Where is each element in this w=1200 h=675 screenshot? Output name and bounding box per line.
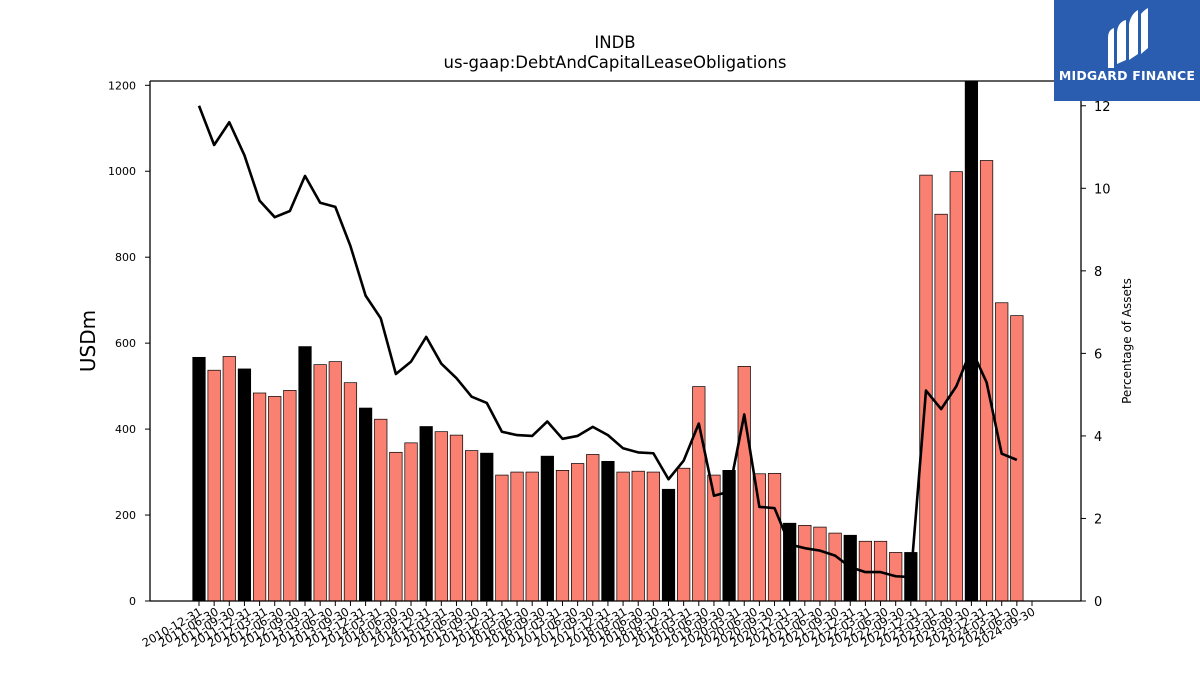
logo: MIDGARD FINANCE bbox=[1054, 0, 1200, 101]
y2-tick-label: 10 bbox=[1094, 182, 1111, 197]
bar bbox=[964, 80, 979, 602]
y2-tick-label: 6 bbox=[1094, 347, 1102, 362]
y2-tick-label: 8 bbox=[1094, 265, 1102, 280]
y-tick-label: 400 bbox=[115, 423, 136, 436]
bar bbox=[389, 451, 403, 602]
bar bbox=[661, 488, 676, 602]
bar bbox=[192, 356, 206, 602]
chart-title: INDB bbox=[594, 33, 635, 52]
bar bbox=[571, 463, 585, 602]
x-axis-ticks: 2010-12-312011-06-302011-09-302011-12-31… bbox=[140, 601, 1038, 650]
bar bbox=[646, 471, 660, 602]
bar bbox=[510, 471, 524, 602]
percentage-line bbox=[197, 105, 1018, 579]
bar bbox=[359, 407, 373, 602]
bar bbox=[540, 455, 554, 602]
bar bbox=[555, 470, 570, 602]
bar bbox=[404, 442, 418, 602]
y-tick-label: 1200 bbox=[108, 79, 136, 92]
bar bbox=[268, 396, 282, 602]
bar bbox=[298, 346, 312, 602]
y2-axis-ticks: 0 2 4 6 8 10 12 bbox=[1081, 100, 1111, 610]
y-axis-label: USDm bbox=[76, 310, 100, 372]
bar bbox=[767, 473, 782, 602]
bar bbox=[343, 382, 358, 602]
bar bbox=[480, 452, 494, 602]
bar bbox=[328, 361, 342, 602]
bar bbox=[449, 434, 464, 602]
bar bbox=[828, 532, 842, 602]
bar bbox=[419, 426, 433, 602]
bar bbox=[813, 526, 827, 602]
bar bbox=[495, 474, 509, 602]
bar bbox=[631, 470, 645, 602]
bar bbox=[207, 369, 221, 602]
logo-text: MIDGARD FINANCE bbox=[1058, 68, 1196, 83]
bar bbox=[616, 471, 630, 602]
y2-tick-label: 0 bbox=[1094, 595, 1102, 610]
bar bbox=[222, 356, 236, 602]
y-tick-label: 1000 bbox=[108, 165, 136, 178]
y2-tick-label: 12 bbox=[1094, 100, 1111, 115]
bar bbox=[677, 467, 691, 602]
bar bbox=[465, 450, 479, 602]
y2-tick-label: 2 bbox=[1094, 512, 1102, 527]
bar bbox=[737, 366, 751, 602]
bar bbox=[434, 431, 448, 602]
bar bbox=[237, 368, 252, 602]
y2-tick-label: 4 bbox=[1094, 430, 1102, 445]
bar-series bbox=[192, 80, 1024, 602]
bar bbox=[798, 525, 812, 602]
bar bbox=[752, 473, 766, 602]
bar bbox=[586, 454, 600, 602]
line-series bbox=[197, 105, 1018, 579]
logo-mark-icon bbox=[1108, 8, 1148, 68]
bar bbox=[525, 471, 539, 602]
y-tick-label: 800 bbox=[115, 251, 136, 264]
y-tick-label: 600 bbox=[115, 337, 136, 350]
y2-axis-label: Percentage of Assets bbox=[1120, 278, 1134, 404]
y-tick-label: 200 bbox=[115, 509, 136, 522]
bar bbox=[692, 386, 706, 602]
bar bbox=[601, 460, 615, 602]
bar bbox=[252, 392, 267, 602]
y-tick-label: 0 bbox=[129, 595, 136, 608]
bar bbox=[313, 364, 327, 602]
bar bbox=[374, 418, 388, 602]
bar bbox=[919, 174, 933, 602]
bar bbox=[283, 390, 297, 602]
chart-subtitle: us-gaap:DebtAndCapitalLeaseObligations bbox=[444, 53, 787, 72]
y-axis-ticks: 0 200 400 600 800 1000 1200 bbox=[108, 79, 150, 608]
